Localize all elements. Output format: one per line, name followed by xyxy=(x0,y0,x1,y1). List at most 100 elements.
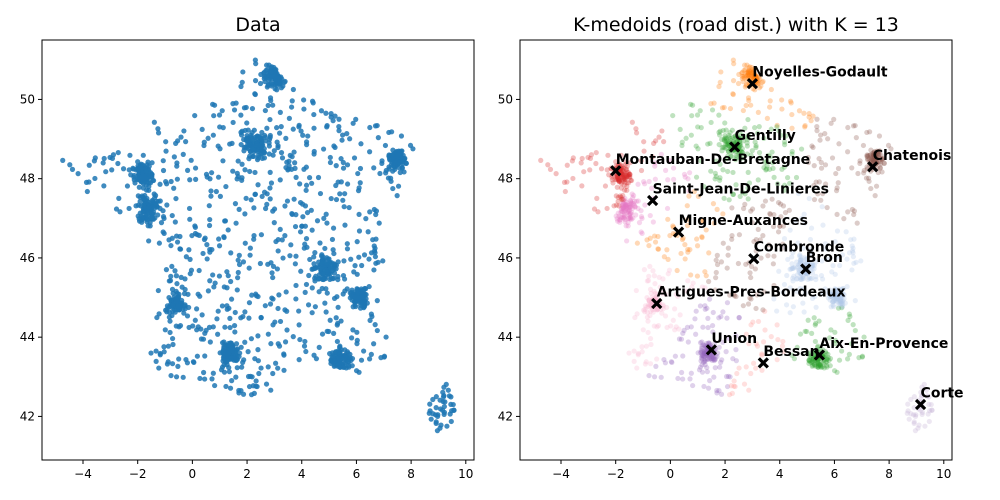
data-point xyxy=(318,108,325,114)
cluster-point xyxy=(702,285,708,291)
cluster-point xyxy=(666,267,673,273)
cluster-point xyxy=(594,195,600,201)
data-point xyxy=(371,267,377,273)
cluster-point xyxy=(870,150,876,156)
data-point xyxy=(349,287,355,293)
data-point xyxy=(86,162,92,168)
cluster-point xyxy=(756,85,763,91)
cluster-point xyxy=(719,144,725,151)
data-point xyxy=(248,132,254,138)
data-point xyxy=(182,276,188,282)
cluster-point xyxy=(839,290,845,296)
data-point xyxy=(163,139,169,145)
cluster-point xyxy=(635,181,641,187)
cluster-point xyxy=(621,165,627,171)
cluster-point xyxy=(642,306,648,313)
data-point xyxy=(342,222,348,228)
cluster-point xyxy=(665,256,671,262)
cluster-point xyxy=(652,290,658,297)
cluster-point xyxy=(837,299,844,305)
cluster-point xyxy=(693,308,699,314)
medoid-marker xyxy=(813,349,826,361)
cluster-point xyxy=(811,262,818,268)
cluster-point xyxy=(624,180,630,186)
cluster-point xyxy=(831,291,838,298)
cluster-point xyxy=(652,160,658,166)
cluster-point xyxy=(864,152,870,158)
data-point xyxy=(377,170,383,177)
cluster-point xyxy=(838,300,844,307)
cluster-point xyxy=(660,276,666,282)
cluster-point xyxy=(745,301,752,307)
cluster-point xyxy=(740,138,747,144)
cluster-point xyxy=(654,324,660,330)
data-point xyxy=(186,304,192,311)
cluster-point xyxy=(809,262,816,268)
cluster-point xyxy=(829,292,836,298)
cluster-point xyxy=(698,355,705,361)
data-point xyxy=(240,69,246,75)
data-point xyxy=(161,344,167,350)
cluster-point xyxy=(739,75,745,82)
data-point xyxy=(143,168,149,174)
cluster-point xyxy=(640,327,646,333)
cluster-point xyxy=(779,97,785,103)
cluster-point xyxy=(762,308,768,314)
cluster-point xyxy=(646,178,652,185)
cluster-point xyxy=(680,376,686,382)
cluster-point xyxy=(819,359,825,365)
data-point xyxy=(309,310,315,316)
cluster-point xyxy=(646,297,652,303)
data-point xyxy=(161,230,167,237)
cluster-point xyxy=(774,124,780,130)
cluster-point xyxy=(712,356,719,362)
cluster-point xyxy=(805,159,812,166)
cluster-point xyxy=(881,160,887,167)
data-point xyxy=(305,302,312,308)
data-point xyxy=(203,327,209,334)
data-point xyxy=(238,83,244,90)
cluster-point xyxy=(833,292,839,298)
data-point xyxy=(252,91,258,97)
cluster-point xyxy=(712,170,718,176)
data-point xyxy=(440,389,446,395)
data-point xyxy=(154,314,160,321)
data-point xyxy=(303,236,310,242)
cluster-point xyxy=(617,193,623,199)
cluster-point xyxy=(844,283,850,290)
data-point xyxy=(331,330,337,336)
data-point xyxy=(127,152,133,158)
data-point xyxy=(352,263,358,269)
cluster-point xyxy=(834,254,840,260)
cluster-point xyxy=(736,314,742,321)
data-point xyxy=(312,250,318,256)
cluster-point xyxy=(830,298,836,305)
cluster-point xyxy=(622,213,628,219)
cluster-point xyxy=(820,191,826,197)
cluster-point xyxy=(628,199,634,206)
cluster-point xyxy=(876,153,882,159)
cluster-point xyxy=(717,161,723,167)
data-point xyxy=(182,286,188,293)
cluster-point xyxy=(644,294,650,301)
cluster-point xyxy=(749,64,755,71)
cluster-point xyxy=(687,376,693,382)
cluster-point xyxy=(788,266,794,272)
cluster-point xyxy=(687,170,693,176)
data-point xyxy=(283,135,289,141)
cluster-point xyxy=(673,291,679,297)
cluster-point xyxy=(685,339,691,345)
cluster-point xyxy=(644,278,650,284)
data-point xyxy=(447,411,453,417)
cluster-point xyxy=(878,152,884,158)
cluster-point xyxy=(875,149,881,155)
cluster-point xyxy=(678,336,685,342)
cluster-point xyxy=(718,69,724,75)
cluster-point xyxy=(620,175,627,181)
data-point xyxy=(169,235,175,241)
cluster-point xyxy=(691,188,697,195)
cluster-point xyxy=(877,165,883,171)
cluster-point xyxy=(751,238,757,245)
data-point xyxy=(240,391,247,397)
data-point xyxy=(250,138,256,144)
